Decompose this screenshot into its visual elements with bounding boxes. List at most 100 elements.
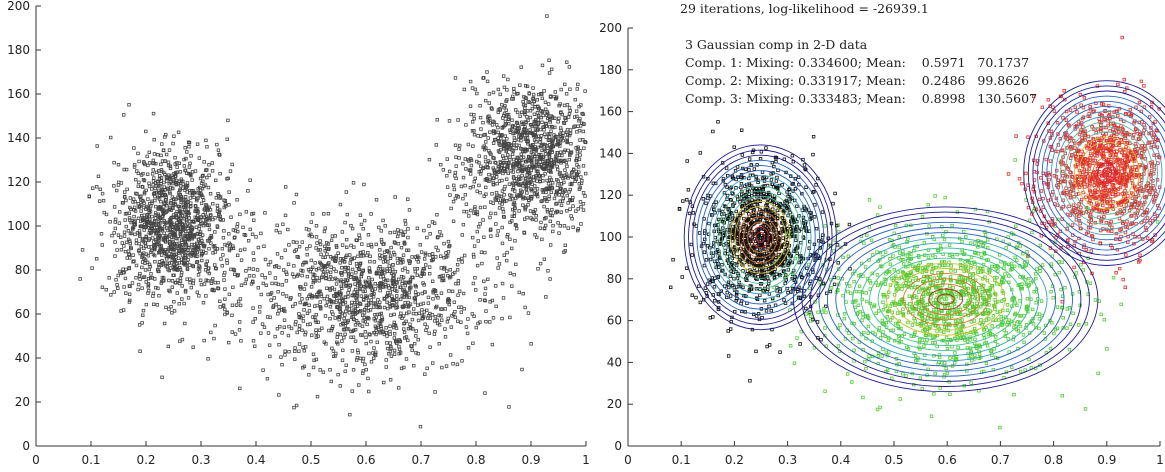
left-data-point: [388, 324, 392, 328]
left-data-point: [506, 232, 510, 237]
left-data-point: [122, 285, 126, 289]
left-data-point: [284, 294, 289, 298]
left-data-point: [309, 258, 313, 263]
left-data-point: [152, 137, 156, 142]
left-data-point: [427, 253, 432, 257]
left-data-point: [87, 194, 91, 199]
left-data-point: [238, 248, 243, 252]
left-data-point: [137, 159, 141, 164]
left-data-point: [393, 269, 398, 274]
left-data-point: [547, 118, 552, 122]
left-data-point: [150, 187, 154, 191]
left-data-point: [550, 186, 555, 191]
left-data-point: [574, 109, 579, 113]
left-data-point: [549, 190, 553, 194]
left-data-point: [538, 226, 543, 230]
left-data-point: [277, 305, 281, 309]
left-data-point: [528, 109, 533, 113]
left-data-point: [165, 257, 169, 261]
left-data-point: [374, 326, 378, 330]
left-data-point: [447, 302, 452, 307]
left-data-point: [440, 365, 444, 370]
left-data-point: [547, 71, 552, 75]
left-data-point: [325, 252, 329, 256]
left-data-point: [445, 320, 450, 324]
left-data-point: [265, 376, 270, 381]
left-data-point: [278, 324, 282, 329]
left-data-point: [555, 183, 560, 187]
left-data-point: [114, 278, 118, 282]
left-y-tick-label: 40: [15, 351, 30, 365]
left-data-point: [213, 230, 217, 234]
left-data-point: [583, 171, 588, 176]
left-data-point: [363, 330, 368, 334]
left-data-point: [317, 290, 321, 294]
left-data-point: [471, 341, 475, 345]
left-data-point: [340, 230, 345, 234]
left-data-point: [207, 173, 211, 177]
left-data-point: [410, 348, 414, 353]
left-data-point: [508, 315, 512, 320]
left-data-point: [147, 210, 151, 214]
left-data-point: [350, 226, 355, 231]
left-data-point: [342, 282, 346, 286]
left-data-point: [511, 202, 516, 206]
left-data-point: [293, 302, 297, 306]
left-data-point: [378, 256, 382, 261]
left-data-point: [379, 229, 383, 233]
left-y-tick-label: 120: [7, 175, 30, 189]
left-data-point: [434, 245, 438, 250]
left-data-point: [259, 331, 263, 335]
left-data-point: [498, 200, 502, 205]
left-data-point: [576, 82, 580, 87]
left-data-point: [346, 272, 351, 277]
left-data-point: [341, 348, 345, 353]
left-data-point: [565, 60, 569, 64]
left-data-point: [259, 231, 263, 236]
left-data-point: [366, 315, 370, 320]
left-data-point: [159, 169, 164, 174]
left-data-point: [558, 187, 563, 192]
left-data-point: [535, 164, 539, 168]
left-data-point: [386, 293, 391, 297]
left-data-point: [122, 194, 127, 199]
left-data-point: [500, 126, 505, 130]
left-data-point: [509, 127, 514, 132]
left-data-point: [198, 176, 203, 181]
left-data-point: [471, 144, 475, 148]
left-data-point: [528, 115, 533, 120]
left-data-point: [137, 248, 141, 252]
left-data-point: [486, 277, 490, 282]
left-data-point: [559, 110, 563, 114]
left-data-point: [353, 327, 358, 332]
left-data-point: [246, 239, 251, 243]
left-data-point: [413, 255, 418, 259]
left-data-point: [170, 252, 174, 257]
left-data-point: [329, 265, 333, 269]
left-y-tick-label: 180: [7, 43, 30, 57]
left-data-point: [522, 95, 526, 99]
left-data-point: [212, 336, 216, 341]
left-data-point: [563, 243, 567, 247]
left-data-point: [293, 346, 297, 350]
left-data-point: [469, 208, 473, 213]
left-data-point: [489, 211, 493, 216]
left-data-point: [294, 192, 299, 197]
left-data-point: [404, 357, 409, 361]
left-data-point: [139, 219, 143, 224]
left-data-point: [455, 263, 460, 267]
left-data-point: [313, 318, 318, 322]
left-data-point: [159, 182, 163, 186]
left-data-point: [287, 350, 291, 354]
left-data-point: [453, 76, 458, 80]
left-data-point: [515, 120, 519, 125]
left-data-point: [281, 222, 285, 226]
left-data-point: [153, 253, 157, 258]
left-data-point: [272, 296, 276, 300]
left-data-point: [573, 98, 577, 102]
left-scatter-plot: 0 0.1 0.2 0.3 0.4 0.5 0.6 0.7 0.8 0.9 102040608010…: [7, 0, 590, 467]
left-data-point: [214, 267, 218, 271]
left-data-point: [388, 341, 392, 345]
left-data-point: [222, 278, 226, 282]
left-data-point: [166, 160, 171, 165]
